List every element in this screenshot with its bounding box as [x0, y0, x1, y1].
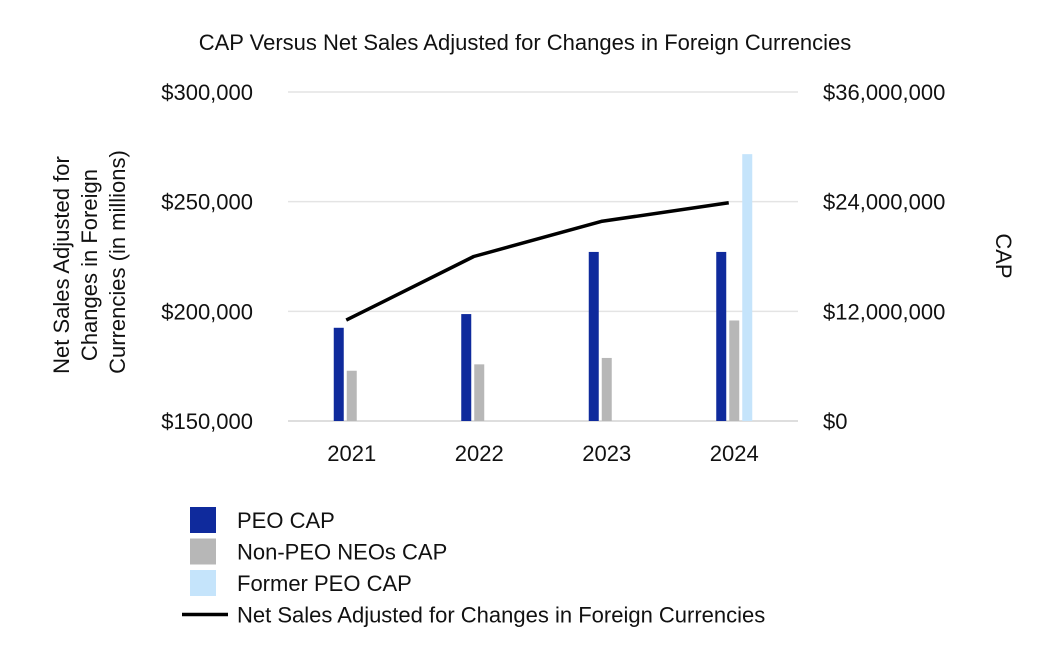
left-axis-label-line-3: Currencies (in millions) [105, 150, 130, 374]
net-sales-line [345, 201, 730, 322]
legend-label-non-peo-neos-cap: Non-PEO NEOs CAP [237, 540, 447, 565]
left-tick-label-1: $200,000 [161, 299, 253, 324]
bar-peo-cap-2021 [333, 327, 344, 421]
legend: PEO CAP Non-PEO NEOs CAP Former PEO CAP Net… [182, 507, 765, 628]
legend-swatch-non-peo-neos-cap [190, 538, 216, 565]
x-axis-ticks: 2021 2022 2023 2024 [327, 441, 758, 466]
bar-non-peo-neos-cap-2021 [346, 370, 357, 421]
gridlines [288, 91, 798, 422]
left-axis-label-line-1: Net Sales Adjusted for [49, 156, 74, 374]
legend-label-peo-cap: PEO CAP [237, 508, 335, 533]
bar-peo-cap-2022 [461, 314, 472, 421]
left-tick-label-0: $150,000 [161, 409, 253, 434]
legend-label-net-sales-adjusted-for-changes-in-foreign-currencies: Net Sales Adjusted for Changes in Foreig… [237, 603, 765, 628]
x-tick-label-2021: 2021 [327, 441, 376, 466]
bars [333, 154, 753, 421]
legend-swatch-former-peo-cap [190, 570, 216, 596]
chart-title: CAP Versus Net Sales Adjusted for Change… [199, 30, 852, 55]
bar-non-peo-neos-cap-2023 [601, 357, 612, 421]
left-tick-label-3: $300,000 [161, 80, 253, 105]
bar-peo-cap-2023 [588, 251, 599, 421]
left-axis-ticks: $150,000 $200,000 $250,000 $300,000 [161, 80, 253, 434]
bar-non-peo-neos-cap-2024 [729, 320, 740, 421]
line-series [345, 201, 730, 322]
x-tick-label-2023: 2023 [582, 441, 631, 466]
x-tick-label-2022: 2022 [455, 441, 504, 466]
legend-label-former-peo-cap: Former PEO CAP [237, 571, 412, 596]
right-tick-label-3: $36,000,000 [823, 80, 945, 105]
left-axis-label-line-2: Changes in Foreign [77, 169, 102, 361]
right-axis-ticks: $0 $12,000,000 $24,000,000 $36,000,000 [823, 80, 945, 434]
right-tick-label-1: $12,000,000 [823, 299, 945, 324]
left-tick-label-2: $250,000 [161, 190, 253, 215]
left-axis-label: Net Sales Adjusted for Changes in Foreig… [49, 150, 130, 374]
bar-non-peo-neos-cap-2022 [474, 364, 485, 421]
legend-swatch-peo-cap [190, 507, 216, 533]
x-tick-label-2024: 2024 [710, 441, 759, 466]
right-tick-label-0: $0 [823, 409, 847, 434]
right-axis-label: CAP [991, 233, 1016, 278]
bar-peo-cap-2024 [716, 251, 727, 421]
bar-former-peo-cap-2024 [742, 154, 753, 421]
right-tick-label-2: $24,000,000 [823, 190, 945, 215]
